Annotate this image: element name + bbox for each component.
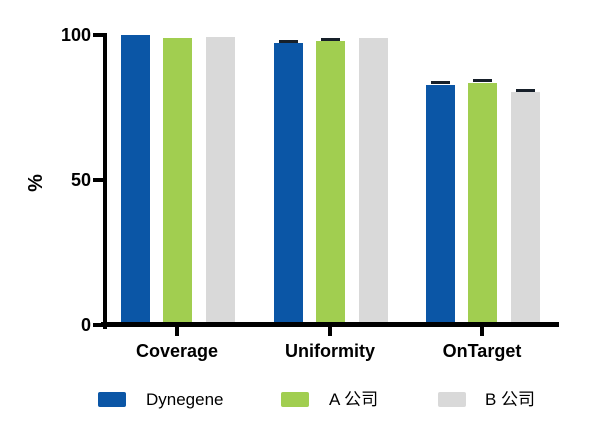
error-bar-cap — [430, 81, 450, 85]
legend-swatch — [98, 392, 126, 407]
x-axis-tick — [328, 327, 332, 336]
bar — [358, 37, 388, 326]
bar — [468, 82, 497, 326]
legend-swatch — [281, 392, 309, 407]
bar — [316, 41, 345, 326]
legend-label: A 公司 — [329, 390, 379, 409]
bar — [273, 42, 303, 326]
x-axis-category-label: OnTarget — [442, 341, 522, 361]
legend: Dynegene A 公司 B 公司 — [0, 385, 600, 421]
y-axis-tick-label: 50 — [70, 170, 91, 190]
y-axis-line — [103, 33, 107, 329]
y-axis-tick-label: 0 — [80, 315, 91, 335]
error-bar-cap — [321, 38, 340, 42]
x-axis-tick — [175, 327, 179, 336]
bar — [120, 35, 150, 326]
legend-swatch — [438, 392, 466, 407]
bar — [163, 38, 192, 326]
y-axis-tick-label: 100 — [60, 25, 91, 45]
x-axis-tick — [480, 327, 484, 336]
x-axis-line — [101, 322, 559, 327]
y-axis-tick — [93, 323, 103, 327]
y-axis-tick — [93, 178, 103, 182]
bar — [425, 84, 455, 326]
y-axis-tick — [93, 33, 103, 37]
bar — [205, 36, 235, 326]
y-axis-title: % — [24, 174, 47, 192]
legend-label: B 公司 — [485, 390, 536, 409]
error-bar-cap — [278, 39, 298, 43]
bar — [510, 92, 540, 326]
x-axis-category-label: Coverage — [135, 341, 219, 361]
x-axis-category-label: Uniformity — [285, 341, 375, 361]
error-bar-cap — [473, 79, 492, 83]
error-bar-cap — [515, 89, 535, 93]
legend-label: Dynegene — [146, 390, 224, 409]
